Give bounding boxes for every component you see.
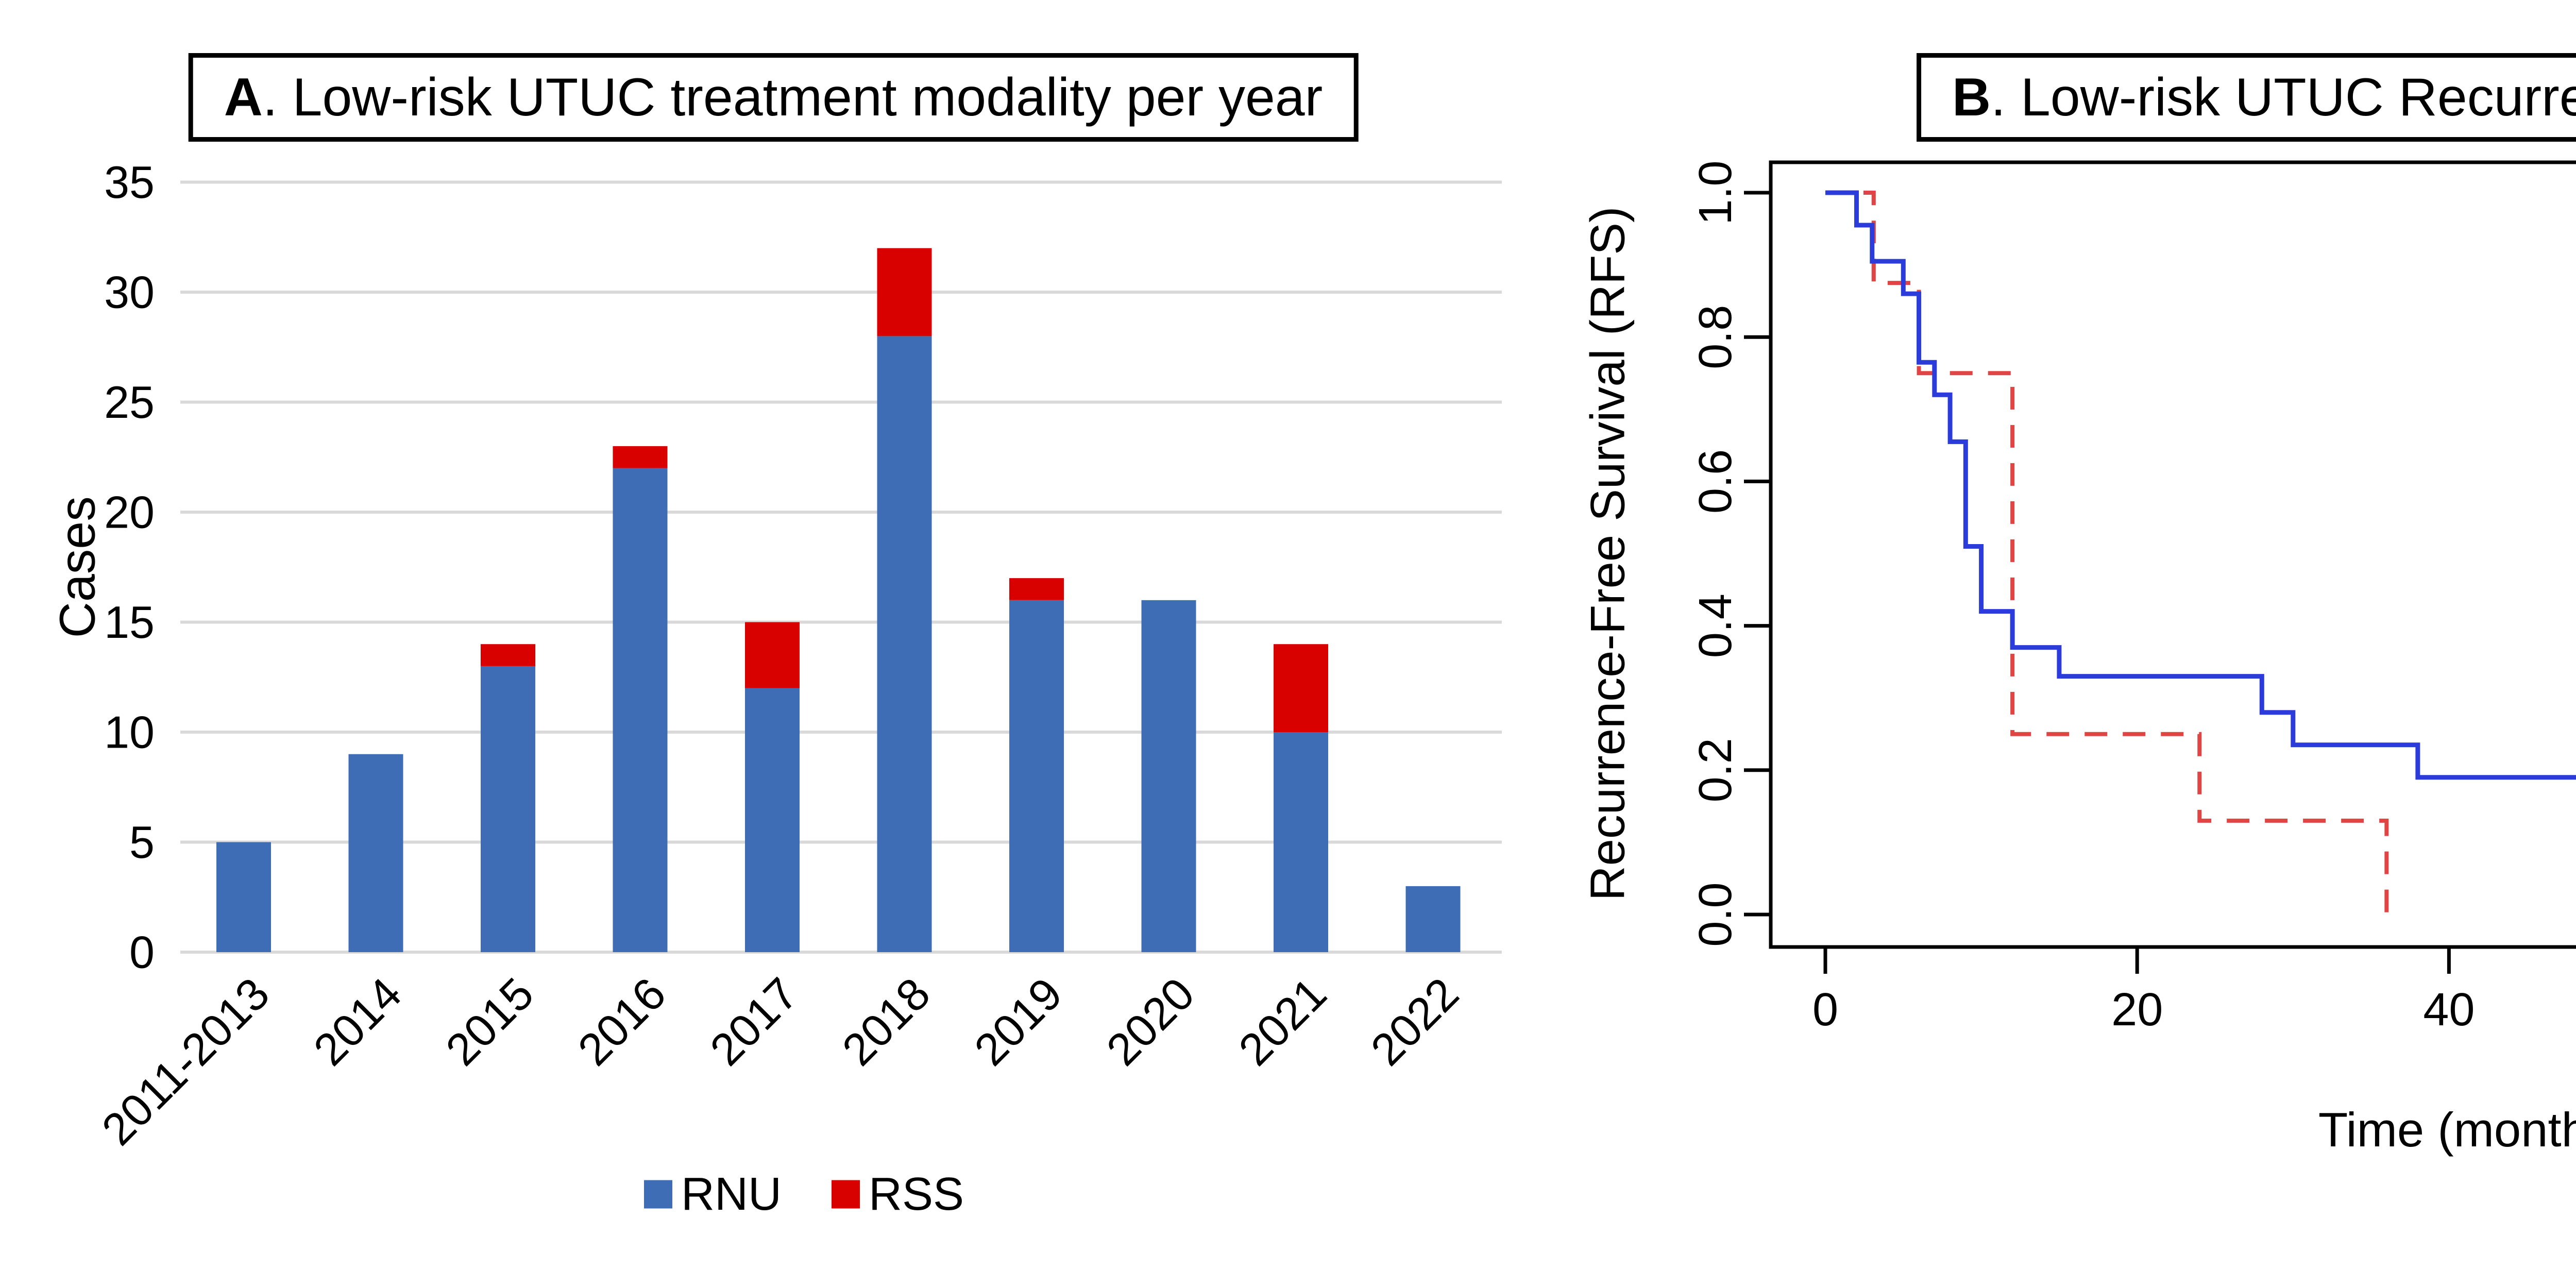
y-axis-tick-label: 0 (129, 927, 155, 978)
bar-rnu-2011-2013 (216, 842, 271, 952)
x-axis-tick-label: 40 (2423, 984, 2475, 1036)
panel-b-title: B. Low-risk UTUC Recurrence: RNU vs. RSS (1917, 53, 2576, 142)
x-category-label: 2011-2013 (92, 968, 279, 1155)
legend-a-rss-label: RSS (869, 1169, 964, 1220)
x-axis-tick-label: 0 (1812, 984, 1838, 1036)
y-axis-tick-label: 30 (104, 267, 155, 318)
bar-rnu-2021 (1274, 732, 1328, 952)
legend-a-rnu-label: RNU (681, 1169, 782, 1220)
panel-b-y-axis-title: Recurrence-Free Survival (RFS) (1581, 207, 1635, 901)
x-category-label: 2019 (964, 968, 1072, 1075)
bar-rss-2018 (877, 248, 932, 336)
bar-rnu-2020 (1141, 600, 1196, 952)
bar-rss-2021 (1274, 644, 1328, 732)
bar-rnu-2015 (481, 666, 535, 952)
x-category-label: 2022 (1361, 968, 1468, 1075)
x-category-label: 2014 (304, 968, 411, 1075)
y-axis-tick-label: 35 (104, 157, 155, 208)
y-axis-tick-label: 5 (129, 817, 155, 868)
y-axis-tick-label: 20 (104, 487, 155, 538)
y-axis-tick-label: 0.4 (1690, 594, 1741, 658)
panel-b-plot-box (1769, 160, 2576, 949)
bar-rss-2019 (1009, 578, 1064, 600)
bar-rnu-2022 (1405, 886, 1461, 952)
bar-rss-2015 (481, 644, 535, 666)
bar-rnu-2019 (1009, 600, 1064, 952)
x-axis-tick-label: 20 (2111, 984, 2163, 1036)
km-curve-rss (1825, 191, 2389, 915)
y-axis-tick-label: 10 (104, 707, 155, 758)
x-category-label: 2021 (1229, 968, 1336, 1075)
legend-a-rnu-swatch (644, 1180, 672, 1209)
bar-rnu-2014 (348, 754, 403, 952)
bar-rnu-2017 (745, 688, 800, 952)
panel-a-title: A. Low-risk UTUC treatment modality per … (188, 53, 1359, 142)
panel-a-y-axis-title: Cases (49, 496, 106, 638)
y-axis-tick-label: 15 (104, 597, 155, 648)
y-axis-tick-label: 0.6 (1690, 449, 1741, 514)
bar-rss-2016 (613, 446, 668, 468)
x-category-label: 2016 (568, 968, 675, 1075)
y-axis-tick-label: 25 (104, 377, 155, 428)
panel-b-x-axis-title: Time (months) (2318, 1103, 2576, 1157)
x-category-label: 2015 (436, 968, 543, 1075)
x-category-label: 2020 (1097, 968, 1204, 1075)
panel-b-title-text: . Low-risk UTUC Recurrence: RNU vs. RSS (1991, 67, 2576, 127)
y-axis-tick-label: 0.8 (1690, 305, 1741, 369)
km-curve-rnu (1825, 190, 2576, 780)
x-category-label: 2018 (833, 968, 940, 1075)
panel-a-title-letter: A (224, 67, 263, 127)
y-axis-tick-label: 0.2 (1690, 738, 1741, 802)
x-category-label: 2017 (700, 968, 807, 1075)
bar-rnu-2016 (613, 468, 668, 952)
bar-rnu-2018 (877, 336, 932, 952)
legend-a-rss-swatch (832, 1180, 860, 1209)
panel-b-title-letter: B (1952, 67, 1991, 127)
y-axis-tick-label: 1.0 (1690, 160, 1741, 225)
bar-rss-2017 (745, 622, 800, 688)
panel-a-title-text: . Low-risk UTUC treatment modality per y… (262, 67, 1323, 127)
y-axis-tick-label: 0.0 (1690, 882, 1741, 946)
